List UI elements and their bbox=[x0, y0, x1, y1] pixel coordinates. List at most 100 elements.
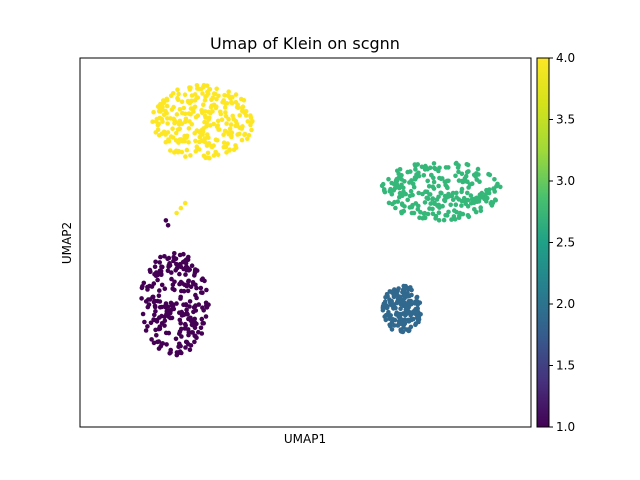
scatter-point bbox=[393, 305, 398, 311]
scatter-point bbox=[159, 282, 165, 288]
scatter-point bbox=[405, 290, 410, 296]
scatter-point bbox=[402, 179, 407, 184]
scatter-point bbox=[486, 171, 491, 177]
scatter-point bbox=[432, 201, 437, 207]
scatter-point bbox=[426, 184, 432, 189]
scatter-point bbox=[428, 201, 434, 206]
scatter-point bbox=[215, 138, 220, 143]
scatter-point bbox=[198, 290, 204, 295]
scatter-point bbox=[158, 254, 163, 260]
scatter-point bbox=[170, 135, 176, 140]
scatter-point bbox=[189, 98, 194, 104]
scatter-point bbox=[186, 278, 191, 284]
scatter-point bbox=[235, 105, 241, 111]
scatter-point bbox=[430, 184, 436, 189]
scatter-point bbox=[193, 267, 198, 272]
scatter-point bbox=[177, 107, 183, 112]
scatter-point bbox=[408, 285, 413, 290]
scatter-point bbox=[397, 185, 402, 191]
scatter-point bbox=[152, 298, 157, 304]
scatter-point bbox=[469, 196, 475, 202]
scatter-point bbox=[399, 182, 404, 188]
scatter-point bbox=[388, 313, 394, 318]
scatter-point bbox=[227, 126, 233, 132]
colorbar-tick-label: 4.0 bbox=[556, 51, 575, 65]
scatter-point bbox=[227, 148, 232, 153]
scatter-point bbox=[446, 209, 451, 215]
scatter-point bbox=[192, 273, 197, 278]
scatter-point bbox=[407, 180, 412, 185]
scatter-point bbox=[186, 316, 191, 322]
scatter-point bbox=[156, 121, 161, 127]
scatter-point bbox=[483, 192, 489, 197]
scatter-point bbox=[397, 311, 403, 317]
scatter-point bbox=[222, 105, 228, 110]
scatter-point bbox=[192, 98, 198, 103]
scatter-point bbox=[465, 197, 471, 203]
scatter-point bbox=[151, 340, 157, 346]
scatter-point bbox=[405, 169, 411, 175]
scatter-point bbox=[157, 115, 163, 121]
scatter-point bbox=[463, 201, 469, 207]
scatter-point bbox=[459, 171, 465, 177]
scatter-point bbox=[182, 92, 188, 97]
scatter-point bbox=[443, 212, 448, 218]
scatter-point bbox=[437, 175, 442, 181]
scatter-point bbox=[478, 208, 484, 214]
scatter-point bbox=[179, 334, 184, 339]
scatter-point bbox=[140, 311, 146, 317]
scatter-point bbox=[239, 105, 245, 110]
scatter-point bbox=[190, 330, 195, 335]
scatter-point bbox=[165, 121, 170, 126]
scatter-point bbox=[211, 153, 217, 158]
scatter-point bbox=[172, 251, 177, 256]
scatter-point bbox=[456, 169, 461, 175]
scatter-point bbox=[189, 263, 195, 269]
scatter-point bbox=[191, 309, 196, 315]
scatter-point bbox=[200, 129, 206, 134]
scatter-point bbox=[207, 115, 212, 121]
scatter-point bbox=[193, 303, 198, 308]
scatter-point bbox=[487, 187, 492, 192]
scatter-point bbox=[218, 111, 224, 117]
scatter-point bbox=[198, 325, 204, 331]
scatter-point bbox=[460, 179, 466, 185]
scatter-point bbox=[157, 299, 163, 304]
scatter-point bbox=[180, 110, 185, 116]
scatter-point bbox=[492, 177, 497, 182]
scatter-point bbox=[198, 285, 204, 291]
scatter-point bbox=[175, 350, 181, 356]
scatter-point bbox=[193, 138, 198, 144]
scatter-point bbox=[203, 300, 209, 306]
scatter-point bbox=[157, 305, 163, 310]
scatter-point bbox=[452, 208, 457, 213]
scatter-point bbox=[187, 299, 193, 304]
scatter-point bbox=[183, 345, 188, 350]
scatter-point bbox=[230, 113, 235, 119]
scatter-point bbox=[389, 320, 395, 325]
scatter-point bbox=[416, 190, 422, 196]
scatter-point bbox=[495, 181, 500, 187]
scatter-point bbox=[157, 260, 162, 265]
colorbar: 1.0 1.5 2.0 2.5 3.0 3.5 4.0 bbox=[536, 51, 575, 434]
scatter-point bbox=[459, 203, 464, 208]
scatter-point bbox=[407, 310, 413, 316]
scatter-point bbox=[436, 218, 442, 223]
scatter-point bbox=[459, 189, 464, 195]
scatter-point bbox=[182, 200, 188, 206]
scatter-point bbox=[204, 124, 209, 129]
scatter-point bbox=[141, 280, 147, 286]
scatter-point bbox=[415, 309, 420, 315]
scatter-point bbox=[466, 214, 472, 220]
scatter-point bbox=[409, 292, 414, 298]
scatter-point bbox=[145, 287, 150, 292]
scatter-point bbox=[403, 191, 409, 197]
scatter-point bbox=[249, 127, 254, 133]
scatter-point bbox=[143, 328, 149, 333]
scatter-point bbox=[219, 117, 225, 122]
scatter-point bbox=[164, 103, 170, 109]
scatter-point bbox=[226, 116, 231, 122]
scatter-point bbox=[188, 284, 194, 290]
scatter-point bbox=[453, 173, 458, 179]
scatter-point bbox=[416, 317, 422, 322]
